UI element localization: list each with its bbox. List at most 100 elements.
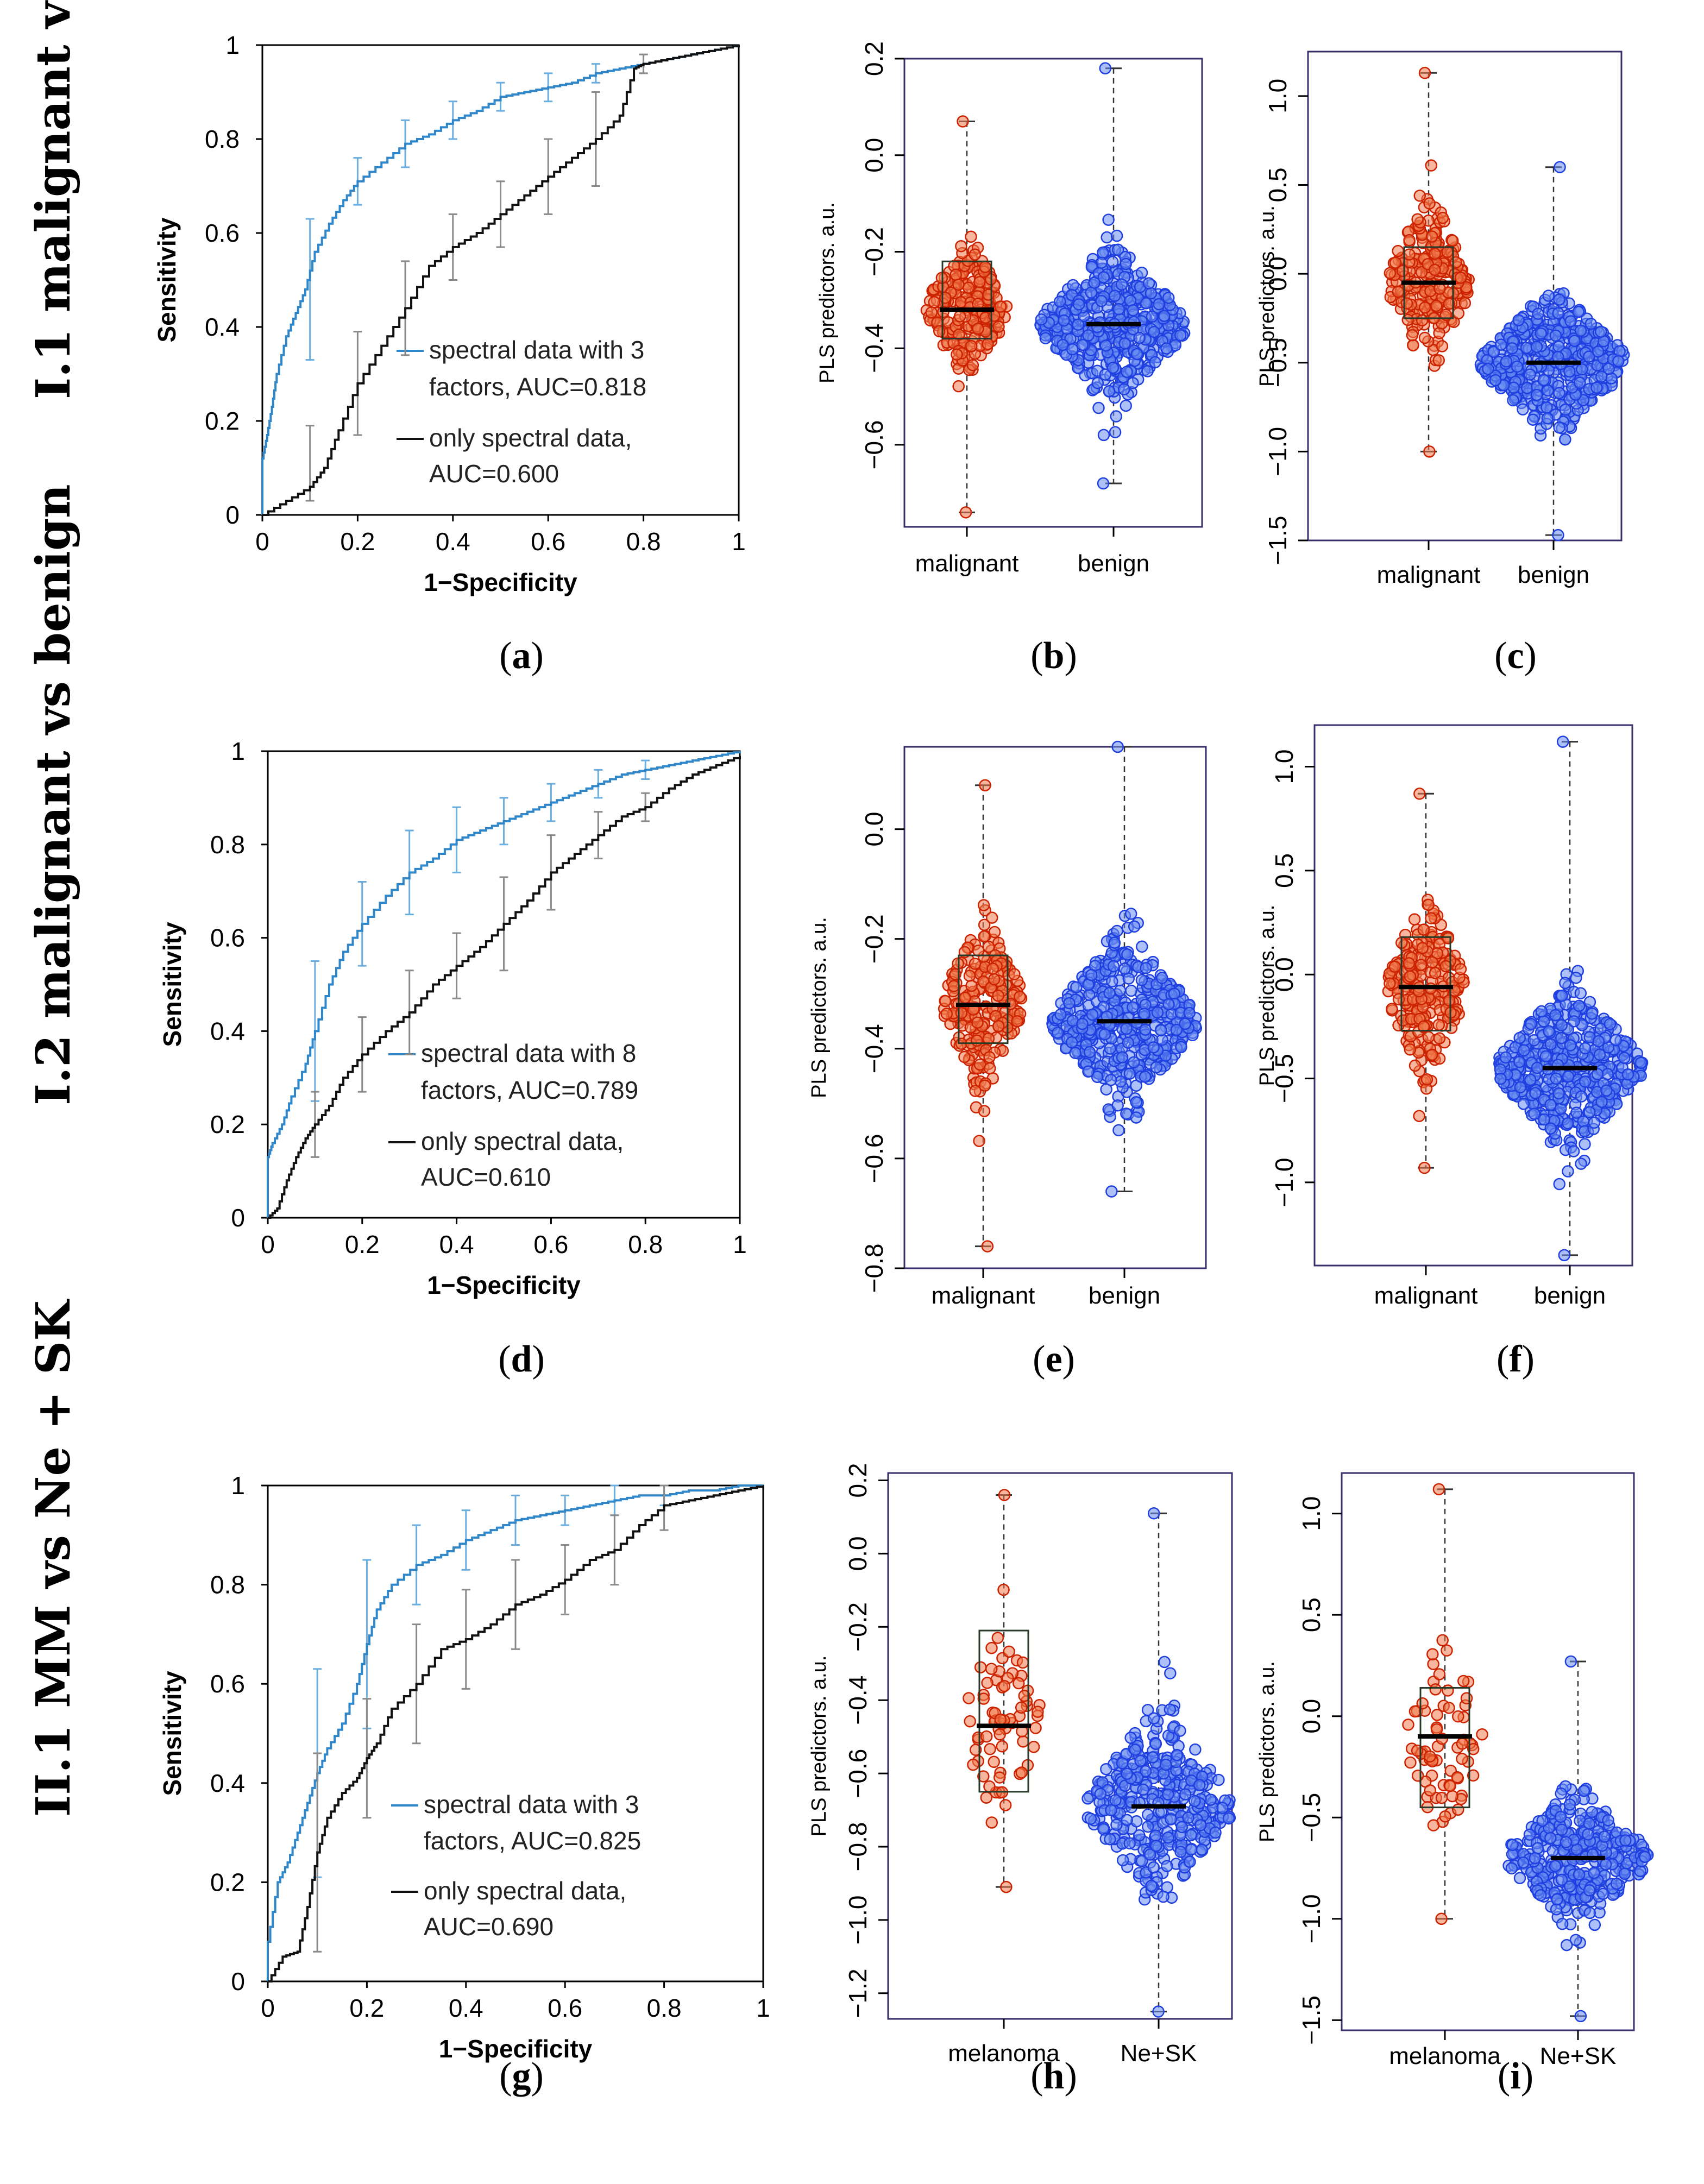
data-point [1594,325,1607,338]
data-point [1127,304,1140,317]
data-point [1583,996,1596,1009]
data-point [1446,1790,1458,1803]
data-point [1520,342,1533,354]
data-point [1588,1866,1600,1879]
data-point [1592,1035,1605,1048]
data-point [1555,1873,1568,1886]
data-point [1512,314,1525,326]
roc-line-blue [261,45,740,515]
data-point [1146,310,1159,323]
plot-frame [261,44,740,516]
data-point [1149,1738,1162,1750]
panel-label-c: (c) [1494,635,1537,677]
data-point [971,1034,983,1047]
data-point [1116,1757,1129,1770]
data-point [1185,1843,1198,1856]
data-point [1111,243,1124,256]
data-point [1424,1784,1437,1797]
data-point [1443,297,1456,310]
data-point [1525,1018,1537,1030]
data-point [1174,1724,1186,1737]
data-point [1517,403,1529,416]
data-point [992,1019,1005,1033]
data-point [1058,314,1070,327]
data-point [985,1816,998,1829]
data-point [1174,1846,1187,1858]
data-point [1104,1074,1117,1086]
y-axis-title: PLS predictors. a.u. [808,917,831,1098]
data-point [1129,1744,1142,1756]
data-point [1136,940,1148,953]
data-point [1400,297,1413,310]
data-point [1161,1788,1174,1801]
data-point [1435,1791,1448,1804]
data-point [1535,1889,1547,1902]
data-point [1116,1051,1129,1063]
y-tick-label: −0.2 [844,1602,872,1652]
data-point [947,980,960,992]
y-tick-label: 1.0 [1263,79,1292,114]
data-point [1531,1061,1544,1074]
data-point [1147,1861,1160,1874]
data-point [1108,936,1121,949]
data-point [1517,1856,1530,1869]
y-tick-label: 0.0 [844,1536,872,1571]
data-point [963,1692,975,1704]
data-point [1147,1507,1160,1520]
data-point [1396,265,1409,278]
data-point [1599,1858,1612,1871]
y-tick-label: 0.8 [205,125,240,153]
data-point [1121,366,1133,378]
category-label: benign [1089,1282,1160,1309]
data-point [1592,345,1605,358]
panel-a: (a) 0 0.2 0.4 0.6 0.8 1 0 0.2 0.4 0.6 0.8 1 1−Specifi… [153,31,746,677]
data-point [1588,1116,1601,1129]
data-point [1084,1812,1097,1825]
data-point [1443,1702,1455,1714]
data-point [1458,297,1472,310]
data-point [1586,1805,1598,1818]
data-point [1083,1046,1096,1059]
data-point [1155,1024,1167,1037]
data-point [1149,1829,1162,1842]
data-point [983,1062,996,1075]
y-tick-label: −1.0 [844,1895,872,1944]
y-tick-label: 1.0 [1270,750,1298,784]
data-point [1425,230,1438,243]
data-point [1553,421,1565,434]
data-point [1175,1821,1188,1834]
data-point [973,1135,985,1147]
data-point [1133,331,1146,344]
data-point [1152,2005,1165,2018]
data-point [1429,263,1441,276]
data-point [1135,974,1148,986]
data-point [1145,287,1158,300]
data-point [1411,1769,1424,1782]
data-point [1425,159,1438,172]
legend-text: factors, AUC=0.789 [421,1076,638,1104]
category-label: benign [1518,562,1589,588]
points-blue [1034,62,1191,490]
data-point [1107,960,1120,973]
data-point [1149,356,1161,369]
legend-text: AUC=0.610 [421,1163,551,1191]
x-tick-label: 0.4 [439,1230,474,1258]
data-point [1091,376,1104,389]
data-point [1015,1766,1028,1779]
data-point [1595,1096,1608,1109]
data-point [1591,1068,1604,1080]
data-point [985,911,998,924]
data-point [1413,788,1426,800]
data-point [1552,1087,1565,1100]
data-point [1216,1802,1229,1814]
data-point [1128,1056,1140,1069]
data-point [1513,1055,1526,1068]
x-axis-title: 1−Specificity [427,1271,581,1299]
data-point [1110,229,1123,242]
data-point [1418,67,1431,79]
data-point [1513,1031,1526,1044]
data-point [1425,912,1437,924]
data-point [1184,1855,1196,1868]
data-point [1097,271,1110,284]
data-point [1123,1067,1136,1080]
